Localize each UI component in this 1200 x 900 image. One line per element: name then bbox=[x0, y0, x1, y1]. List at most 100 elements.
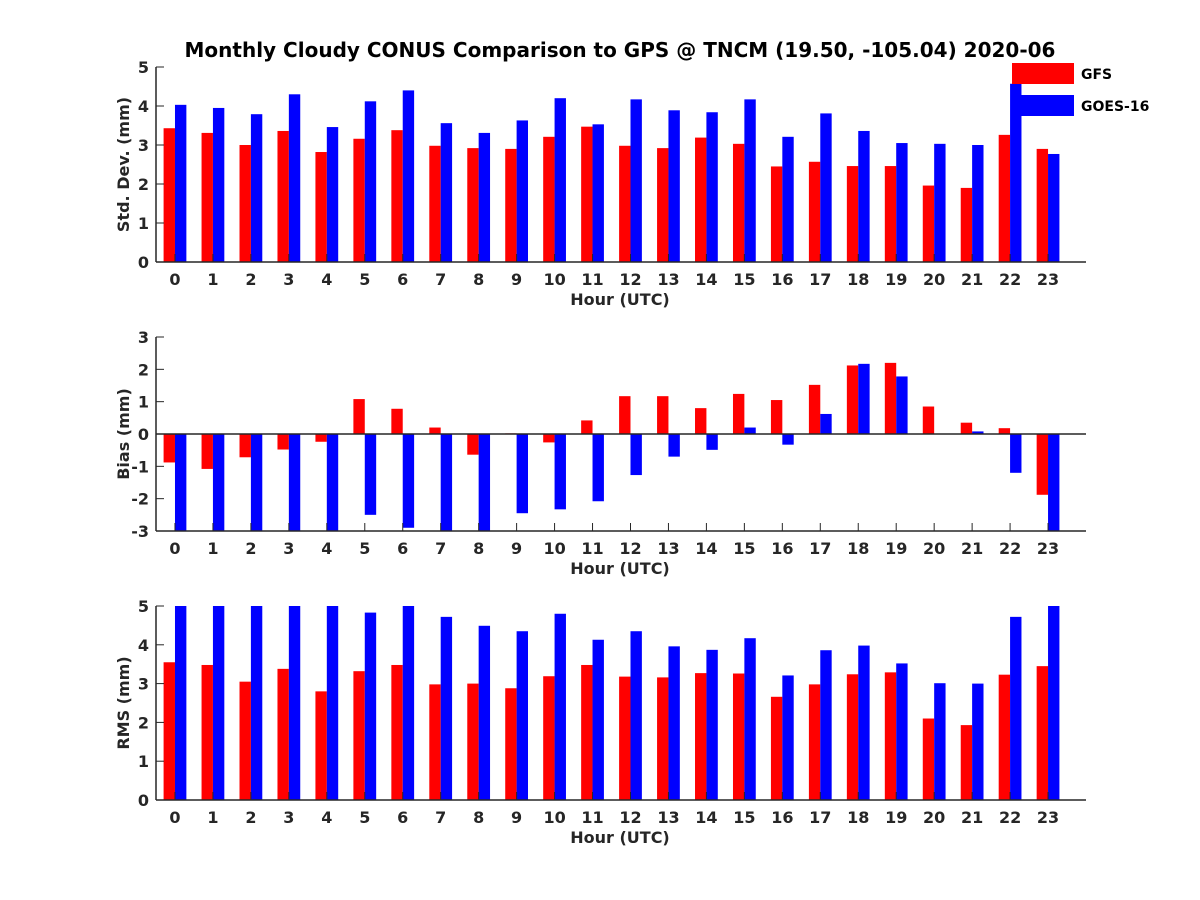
bar-gfs-hour-2 bbox=[239, 681, 251, 800]
bar-gfs-hour-19 bbox=[884, 672, 897, 800]
legend-label: GOES-16 bbox=[1081, 99, 1149, 115]
bar-gfs-hour-18 bbox=[846, 166, 859, 262]
bar-goes-16-hour-2 bbox=[250, 606, 263, 800]
bar-goes-16-hour-16 bbox=[782, 675, 794, 800]
bar-goes-16-hour-0 bbox=[174, 104, 187, 262]
x-tick-label: 7 bbox=[435, 808, 446, 827]
x-tick-label: 16 bbox=[771, 808, 793, 827]
y-tick-label: 3 bbox=[138, 328, 149, 347]
bar-gfs-hour-3 bbox=[277, 130, 289, 262]
x-tick-label: 2 bbox=[245, 808, 256, 827]
x-tick-label: 9 bbox=[511, 539, 522, 558]
y-tick-label: 4 bbox=[138, 97, 149, 116]
x-tick-label: 22 bbox=[999, 808, 1021, 827]
y-tick-label: 2 bbox=[138, 713, 149, 732]
y-tick-label: 2 bbox=[138, 175, 149, 194]
bar-gfs-hour-20 bbox=[922, 185, 935, 262]
y-axis-label: RMS (mm) bbox=[114, 656, 133, 749]
bar-gfs-hour-2 bbox=[239, 434, 251, 458]
bar-goes-16-hour-9 bbox=[516, 631, 528, 800]
bar-goes-16-hour-15 bbox=[744, 638, 756, 800]
bar-goes-16-hour-23 bbox=[1048, 153, 1060, 262]
bar-gfs-hour-17 bbox=[808, 684, 821, 800]
bar-goes-16-hour-11 bbox=[592, 124, 604, 262]
bar-goes-16-hour-17 bbox=[820, 113, 832, 262]
bar-gfs-hour-8 bbox=[467, 683, 479, 800]
x-tick-label: 23 bbox=[1037, 270, 1059, 289]
legend: GFS GOES-16 bbox=[1012, 63, 1149, 116]
bar-goes-16-hour-12 bbox=[630, 631, 642, 800]
bar-goes-16-hour-8 bbox=[478, 434, 491, 531]
legend-swatch-gfs bbox=[1012, 63, 1074, 84]
bar-gfs-hour-14 bbox=[695, 137, 707, 262]
x-tick-label: 21 bbox=[961, 539, 983, 558]
bar-goes-16-hour-18 bbox=[858, 130, 870, 262]
y-tick-label: 3 bbox=[138, 675, 149, 694]
y-tick-label: 1 bbox=[138, 393, 149, 412]
y-tick-label: 1 bbox=[138, 752, 149, 771]
bar-goes-16-hour-8 bbox=[478, 132, 491, 262]
bar-goes-16-hour-3 bbox=[288, 606, 301, 800]
x-tick-label: 2 bbox=[245, 270, 256, 289]
bar-goes-16-hour-10 bbox=[554, 434, 566, 510]
bar-goes-16-hour-20 bbox=[934, 683, 946, 800]
bar-goes-16-hour-3 bbox=[288, 94, 301, 262]
bar-goes-16-hour-13 bbox=[668, 434, 680, 457]
bar-goes-16-hour-12 bbox=[630, 434, 642, 476]
x-tick-label: 10 bbox=[543, 808, 565, 827]
bar-gfs-hour-7 bbox=[429, 145, 441, 262]
x-tick-label: 2 bbox=[245, 539, 256, 558]
x-tick-label: 4 bbox=[321, 539, 332, 558]
x-tick-label: 5 bbox=[359, 808, 370, 827]
bar-gfs-hour-15 bbox=[732, 673, 745, 800]
x-tick-label: 10 bbox=[543, 539, 565, 558]
bar-gfs-hour-19 bbox=[884, 166, 897, 262]
x-tick-label: 1 bbox=[207, 270, 218, 289]
bar-goes-16-hour-23 bbox=[1048, 606, 1060, 800]
x-tick-label: 15 bbox=[733, 539, 755, 558]
y-tick-label: 4 bbox=[138, 636, 149, 655]
bar-goes-16-hour-23 bbox=[1048, 434, 1060, 531]
x-tick-label: 5 bbox=[359, 270, 370, 289]
bar-goes-16-hour-0 bbox=[174, 434, 187, 531]
y-tick-label: -2 bbox=[131, 490, 149, 509]
y-tick-label: -1 bbox=[131, 457, 149, 476]
bar-gfs-hour-21 bbox=[960, 725, 973, 800]
bar-goes-16-hour-21 bbox=[972, 431, 984, 434]
bar-goes-16-hour-14 bbox=[706, 434, 718, 450]
bar-goes-16-hour-17 bbox=[820, 413, 832, 434]
x-tick-label: 13 bbox=[657, 539, 679, 558]
x-tick-label: 6 bbox=[397, 808, 408, 827]
bar-gfs-hour-11 bbox=[581, 420, 593, 434]
bar-gfs-hour-5 bbox=[353, 138, 365, 262]
bar-goes-16-hour-11 bbox=[592, 639, 604, 800]
x-tick-label: 5 bbox=[359, 539, 370, 558]
bar-gfs-hour-1 bbox=[201, 132, 213, 262]
bar-goes-16-hour-17 bbox=[820, 650, 832, 800]
x-tick-label: 20 bbox=[923, 808, 945, 827]
bar-goes-16-hour-10 bbox=[554, 98, 566, 262]
bar-goes-16-hour-19 bbox=[896, 376, 908, 434]
bar-goes-16-hour-5 bbox=[364, 434, 377, 515]
bar-goes-16-hour-14 bbox=[706, 112, 718, 263]
x-tick-label: 14 bbox=[695, 539, 717, 558]
bar-gfs-hour-4 bbox=[315, 152, 327, 262]
x-tick-label: 17 bbox=[809, 539, 831, 558]
bar-goes-16-hour-5 bbox=[364, 101, 377, 262]
x-tick-label: 21 bbox=[961, 270, 983, 289]
bar-goes-16-hour-5 bbox=[364, 612, 377, 800]
bar-gfs-hour-7 bbox=[429, 684, 441, 800]
x-tick-label: 21 bbox=[961, 808, 983, 827]
bar-goes-16-hour-22 bbox=[1010, 434, 1022, 473]
x-tick-label: 22 bbox=[999, 270, 1021, 289]
bar-goes-16-hour-7 bbox=[440, 616, 453, 800]
bar-gfs-hour-20 bbox=[922, 718, 935, 800]
y-axis-label: Bias (mm) bbox=[114, 388, 133, 480]
bar-gfs-hour-6 bbox=[391, 130, 403, 262]
x-tick-label: 17 bbox=[809, 270, 831, 289]
bar-goes-16-hour-2 bbox=[250, 434, 263, 531]
bar-goes-16-hour-6 bbox=[402, 606, 415, 800]
